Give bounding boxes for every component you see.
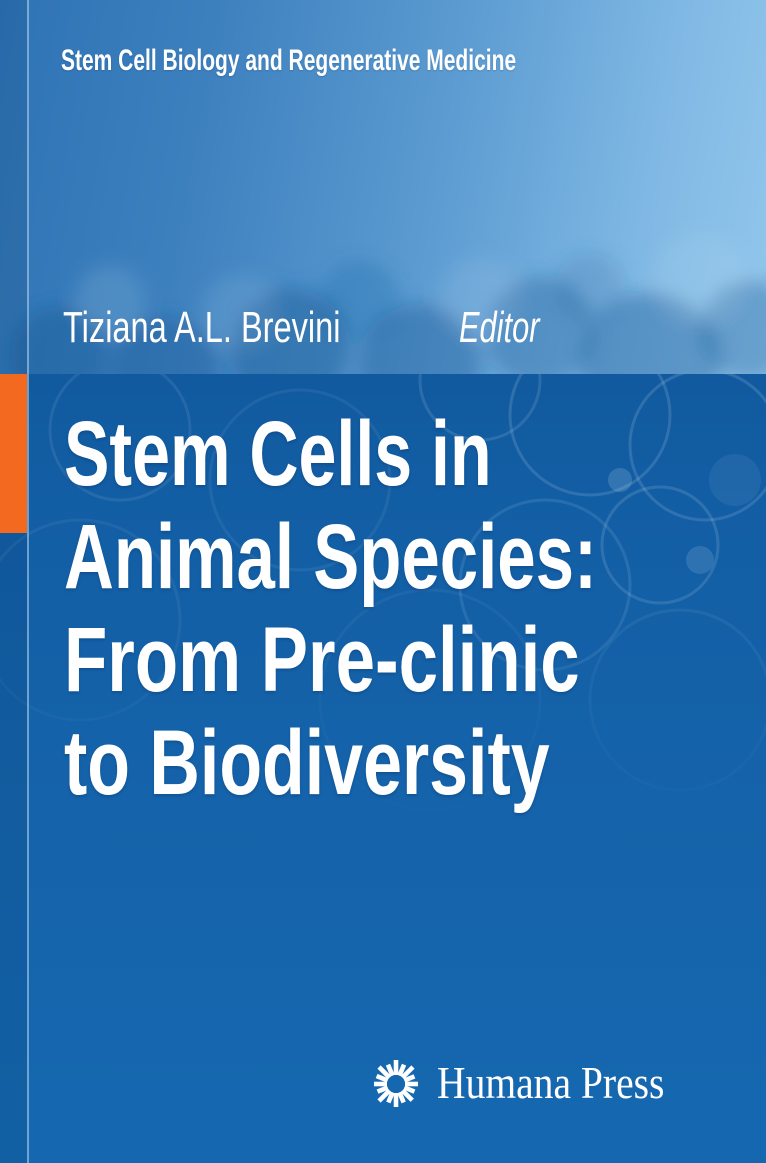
- publisher-name: Humana Press: [437, 1056, 665, 1108]
- title-line-1: Stem Cells in: [64, 403, 492, 505]
- main-band: [0, 374, 766, 1163]
- starburst-icon: [374, 1060, 418, 1107]
- editor-role: Editor: [459, 303, 540, 352]
- series-title: Stem Cell Biology and Regenerative Medic…: [61, 44, 711, 78]
- title-line-2: Animal Species:: [64, 506, 598, 608]
- publisher-block: Humana Press: [366, 1053, 701, 1115]
- editor-name: Tiziana A.L. Brevini: [63, 303, 341, 352]
- spine-fold-line: [27, 0, 29, 1163]
- title-line-3: From Pre-clinic: [64, 609, 580, 711]
- book-title: Stem Cells in Animal Species: From Pre-c…: [64, 403, 766, 815]
- orange-accent-tab: [0, 374, 27, 533]
- spine-strip: [0, 0, 27, 1163]
- editor-line: Tiziana A.L. Brevini Editor: [63, 303, 574, 353]
- series-title-text: Stem Cell Biology and Regenerative Medic…: [61, 44, 517, 77]
- title-line-4: to Biodiversity: [64, 712, 550, 814]
